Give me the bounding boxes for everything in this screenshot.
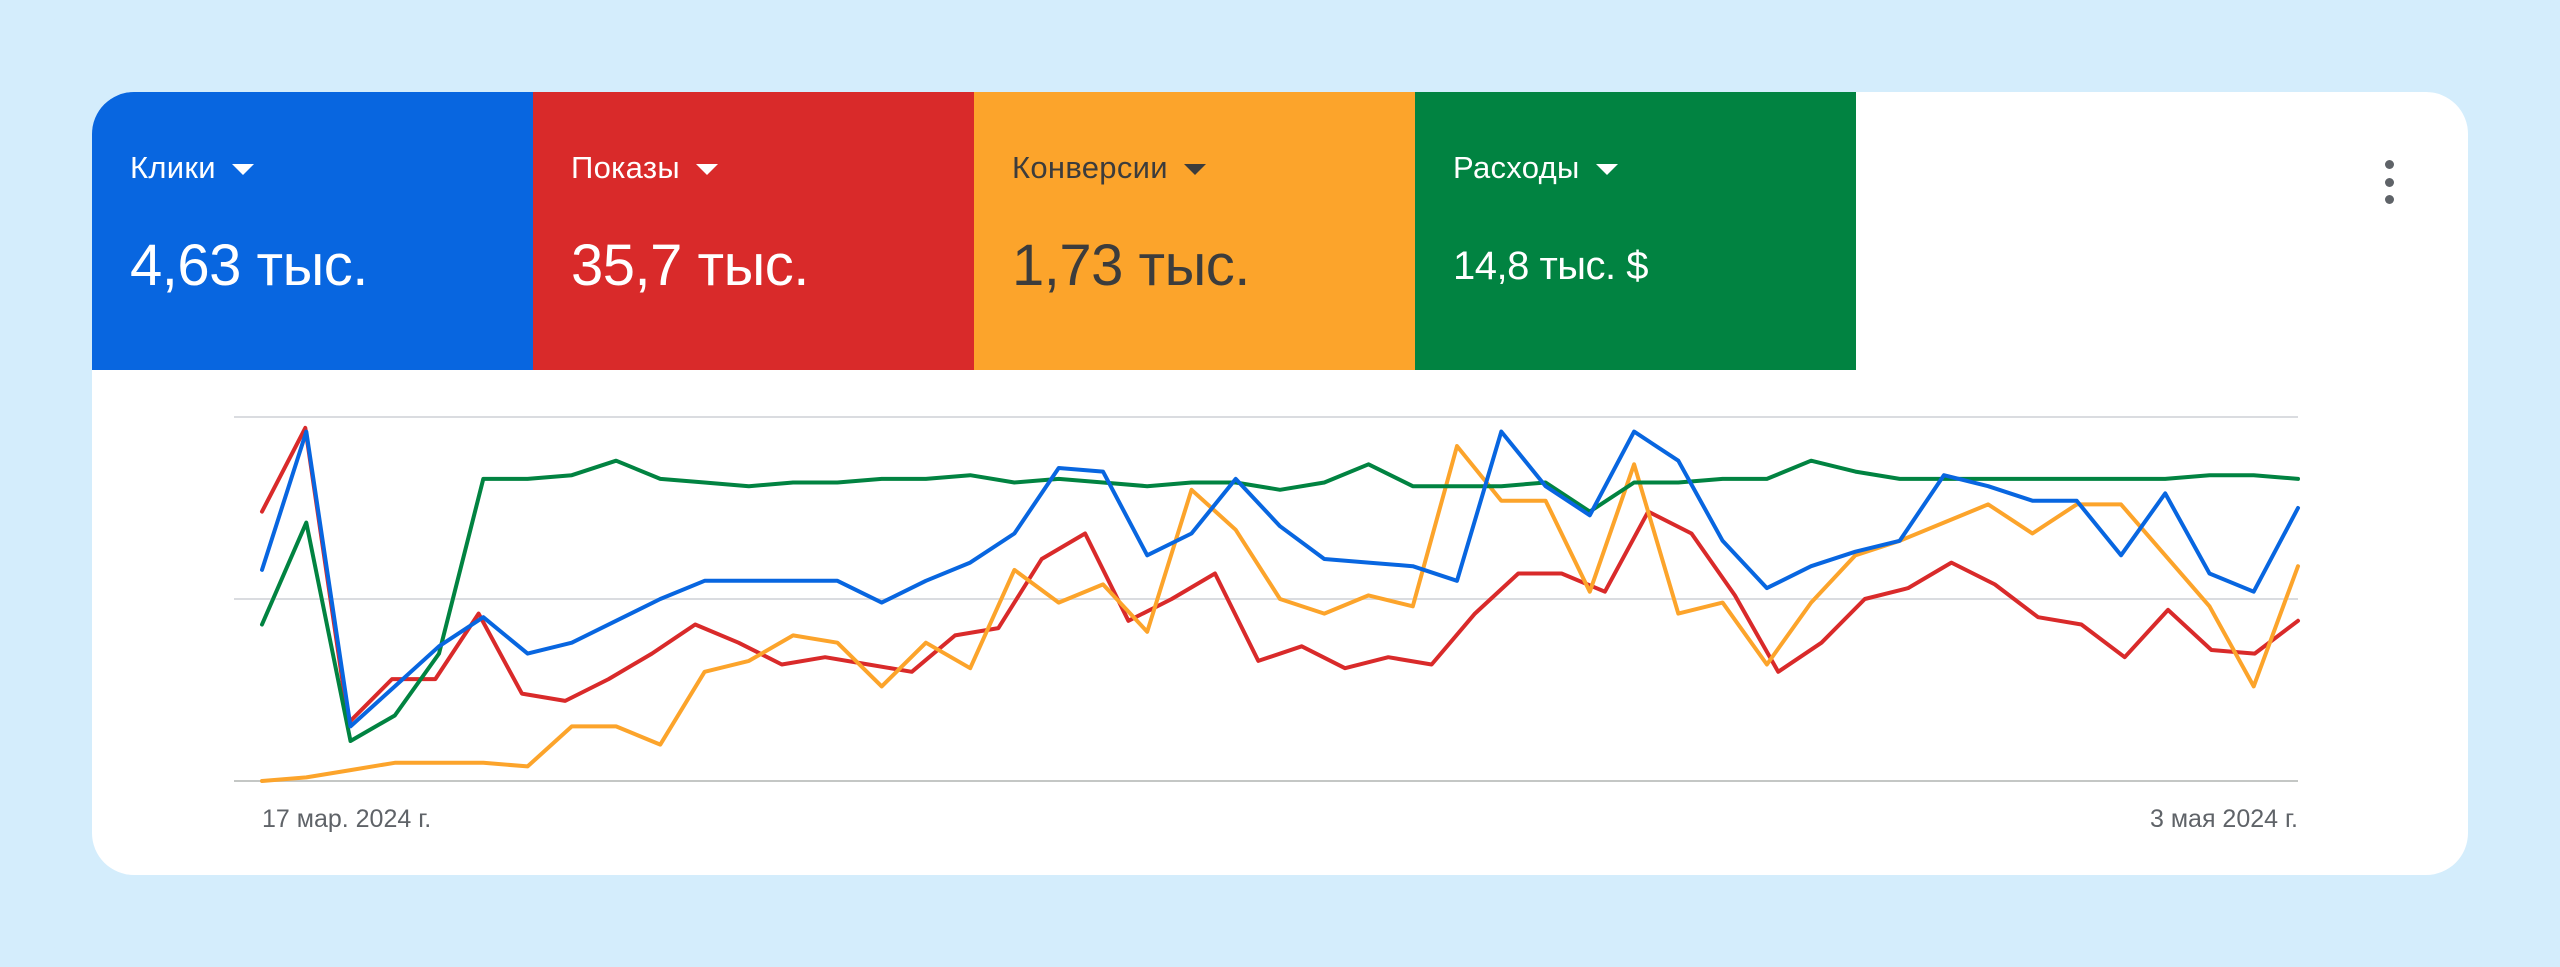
metric-label: Показы (571, 150, 680, 185)
metric-value: 4,63 тыс. (130, 233, 368, 298)
series-line-0 (260, 425, 2300, 725)
metric-header: Расходы (1453, 150, 1618, 186)
metric-header: Конверсии (1012, 150, 1206, 186)
metric-label: Расходы (1453, 150, 1580, 185)
x-tick-end: 3 мая 2024 г. (2150, 805, 2298, 833)
menu-dot (2384, 160, 2394, 169)
line-chart: 17 мар. 2024 г. 3 мая 2024 г. (234, 416, 2300, 833)
metric-tab-impressions[interactable]: Показы 35,7 тыс. (533, 92, 974, 370)
dropdown-caret-icon[interactable] (1595, 163, 1618, 175)
more-vert-icon[interactable] (2369, 154, 2409, 210)
metric-tab-clicks[interactable]: Клики 4,63 тыс. (92, 92, 533, 370)
metric-value: 35,7 тыс. (571, 233, 809, 298)
menu-dot (2384, 177, 2394, 187)
metric-label: Клики (130, 150, 216, 185)
performance-card: Клики 4,63 тыс. Показы 35,7 тыс. Конверс… (92, 92, 2468, 875)
menu-dot (2384, 195, 2394, 204)
metric-value: 14,8 тыс. $ (1453, 244, 1649, 288)
metric-header: Клики (130, 150, 254, 186)
x-tick-start: 17 мар. 2024 г. (262, 805, 431, 833)
metric-tab-cost[interactable]: Расходы 14,8 тыс. $ (1415, 92, 1856, 370)
metric-header: Показы (571, 150, 718, 186)
metric-tabs: Клики 4,63 тыс. Показы 35,7 тыс. Конверс… (92, 92, 1856, 370)
series-layer (260, 425, 2300, 783)
series-line-3 (260, 429, 2300, 729)
series-line-1 (260, 444, 2300, 783)
metric-value: 1,73 тыс. (1012, 233, 1250, 298)
dropdown-caret-icon[interactable] (1183, 163, 1206, 175)
dropdown-caret-icon[interactable] (695, 163, 718, 175)
dropdown-caret-icon[interactable] (231, 163, 254, 175)
metric-label: Конверсии (1012, 150, 1168, 185)
metric-tab-conversions[interactable]: Конверсии 1,73 тыс. (974, 92, 1415, 370)
